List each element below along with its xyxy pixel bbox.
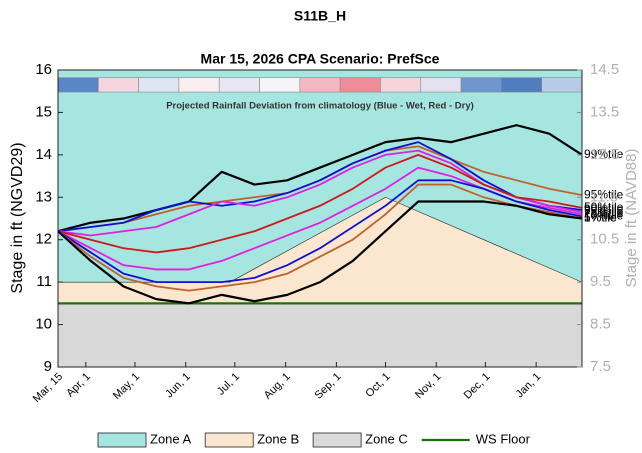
legend-swatch [204, 432, 254, 448]
x-tick-label: Dec, 1 [462, 371, 493, 402]
series-end-label: 10%tile [584, 209, 624, 223]
rainfall-box [460, 77, 502, 93]
legend-label: WS Floor [476, 431, 531, 446]
legend-swatch [312, 432, 362, 448]
percentile-line [57, 200, 583, 305]
y2-tick-label: 8.5 [590, 316, 611, 333]
rainfall-box [299, 77, 341, 93]
y2-tick-label: 9.5 [590, 273, 611, 290]
series-end-label: 1%tile [584, 211, 617, 225]
percentile-line [57, 153, 583, 254]
chart-subtitle: Mar 15, 2026 CPA Scenario: PrefSce [201, 51, 440, 67]
x-tick-label: May, 1 [111, 371, 142, 402]
legend-label: Zone B [257, 431, 299, 446]
y-tick-label: 9 [44, 358, 52, 375]
rainfall-box [501, 77, 542, 93]
y-axis-label: Stage in ft (NGVD29) [9, 142, 26, 293]
x-tick-label: Mar, 15 [31, 371, 65, 405]
series-end-label: 25%tile [584, 206, 624, 220]
y-tick-label: 16 [35, 61, 52, 78]
percentile-line [57, 183, 583, 292]
rainfall-box [380, 77, 422, 93]
series-end-label: 95%tile [584, 187, 624, 201]
y-tick-label: 15 [35, 103, 52, 120]
legend-label: Zone A [150, 431, 192, 446]
y-tick-label: 13 [35, 188, 52, 205]
plot-frame [57, 69, 583, 368]
x-tick-label: Apr, 1 [64, 371, 93, 400]
rainfall-box [339, 77, 381, 93]
x-tick-label: Jan, 1 [514, 371, 544, 401]
rainfall-box [541, 77, 583, 93]
rainfall-box [98, 77, 139, 93]
y2-tick-label: 13.5 [590, 103, 619, 120]
y2-axis-label: Stage in ft (NAVD88) [623, 149, 640, 288]
x-tick-label: Oct, 1 [363, 371, 392, 400]
rainfall-box [57, 77, 99, 93]
series-end-label: 5%tile [584, 211, 617, 225]
rainfall-box [218, 77, 260, 93]
legend-swatch [97, 432, 147, 448]
series-end-label: 50%tile [584, 200, 624, 214]
y2-tick-label: 7.5 [590, 358, 611, 375]
rainfall-box [420, 77, 462, 93]
x-tick-label: Aug, 1 [262, 371, 293, 402]
series-end-label: 75%tile [584, 204, 624, 218]
rainfall-box [259, 77, 301, 93]
y2-tick-label: 11.5 [590, 188, 618, 205]
y-tick-label: 11 [36, 273, 52, 290]
zone-area [57, 303, 583, 368]
y-tick-label: 14 [35, 146, 52, 163]
series-end-label: 99%tile [584, 147, 624, 161]
rainfall-label: Projected Rainfall Deviation from climat… [166, 101, 474, 112]
y2-tick-label: 12.5 [590, 146, 619, 163]
percentile-line [57, 141, 583, 233]
y-tick-label: 10 [35, 316, 52, 333]
x-tick-label: Jul, 1 [215, 371, 242, 398]
percentile-line [57, 124, 583, 233]
y-tick-label: 12 [35, 231, 52, 248]
legend-label: Zone C [365, 431, 408, 446]
y2-tick-label: 10.5 [590, 231, 619, 248]
series-end-label: 90%tile [584, 202, 624, 216]
chart-title: S11B_H [294, 8, 346, 24]
rainfall-box [178, 77, 220, 93]
x-tick-label: Nov, 1 [413, 371, 443, 401]
percentile-line [57, 179, 583, 284]
x-tick-label: Sep, 1 [313, 371, 344, 402]
x-tick-label: Jun, 1 [163, 371, 193, 401]
y2-tick-label: 14.5 [590, 61, 619, 78]
rainfall-box [138, 77, 180, 93]
